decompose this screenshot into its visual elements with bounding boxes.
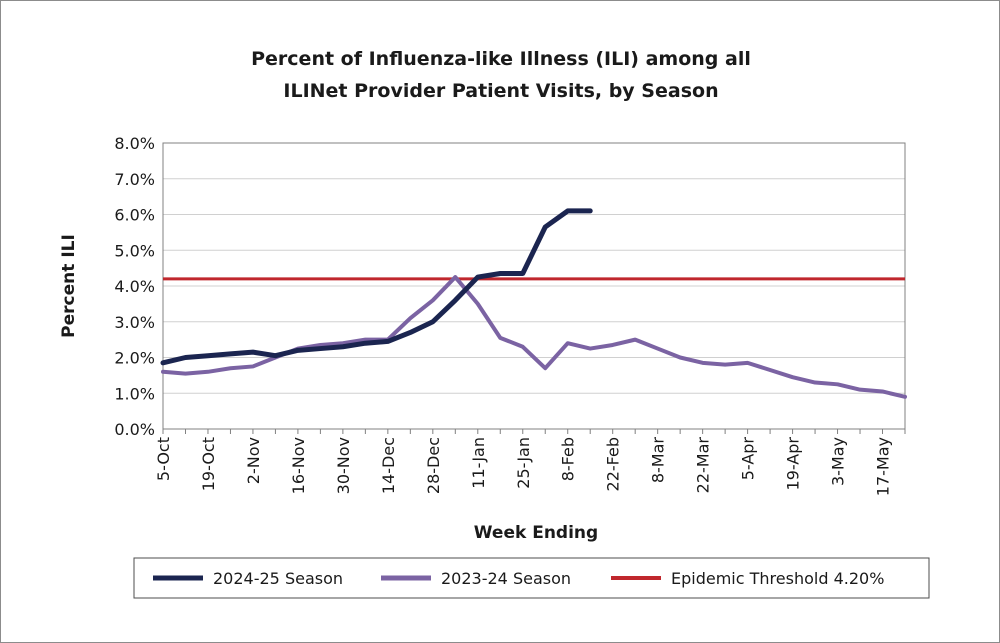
x-tick-label-3: 16-Nov (289, 437, 308, 494)
y-tick-label-7: 7.0% (114, 170, 155, 189)
x-tick-label-11: 8-Mar (649, 437, 668, 484)
y-tick-label-3: 3.0% (114, 313, 155, 332)
x-tick-label-5: 14-Dec (379, 437, 398, 494)
x-tick-label-6: 28-Dec (424, 437, 443, 494)
x-tick-label-13: 5-Apr (739, 437, 758, 481)
y-tick-label-5: 5.0% (114, 241, 155, 260)
y-tick-label-1: 1.0% (114, 384, 155, 403)
x-axis-title: Week Ending (474, 523, 598, 543)
y-tick-label-0: 0.0% (114, 420, 155, 439)
chart-title-line-1: Percent of Influenza-like Illness (ILI) … (251, 48, 751, 70)
x-tick-label-15: 3-May (829, 437, 848, 486)
x-tick-label-4: 30-Nov (334, 437, 353, 494)
y-tick-label-4: 4.0% (114, 277, 155, 296)
legend-box (133, 557, 930, 599)
legend-label-threshold: Epidemic Threshold 4.20% (671, 569, 884, 588)
y-tick-label-8: 8.0% (114, 134, 155, 153)
x-tick-label-2: 2-Nov (244, 437, 263, 484)
x-tick-label-14: 19-Apr (784, 437, 803, 491)
x-tick-label-9: 8-Feb (559, 437, 578, 481)
legend-label-2023-24: 2023-24 Season (441, 569, 571, 588)
x-tick-label-7: 11-Jan (469, 437, 488, 489)
x-tick-label-8: 25-Jan (514, 437, 533, 489)
chart-title-line-2: ILINet Provider Patient Visits, by Seaso… (283, 80, 718, 102)
x-tick-label-12: 22-Mar (694, 437, 713, 494)
x-tick-label-1: 19-Oct (199, 437, 218, 491)
x-tick-label-16: 17-May (874, 437, 893, 496)
series-line-2023-24 (161, 275, 907, 399)
series-line-2024-25 (160, 208, 593, 366)
y-tick-label-2: 2.0% (114, 349, 155, 368)
y-tick-label-6: 6.0% (114, 206, 155, 225)
x-tick-label-0: 5-Oct (154, 437, 173, 481)
plot-area-border (162, 142, 906, 430)
y-axis-title: Percent ILI (59, 234, 79, 338)
legend-label-2024-25: 2024-25 Season (213, 569, 343, 588)
x-tick-label-10: 22-Feb (604, 437, 623, 491)
legend: 2024-25 Season 2023-24 Season Epidemic T… (133, 557, 930, 599)
